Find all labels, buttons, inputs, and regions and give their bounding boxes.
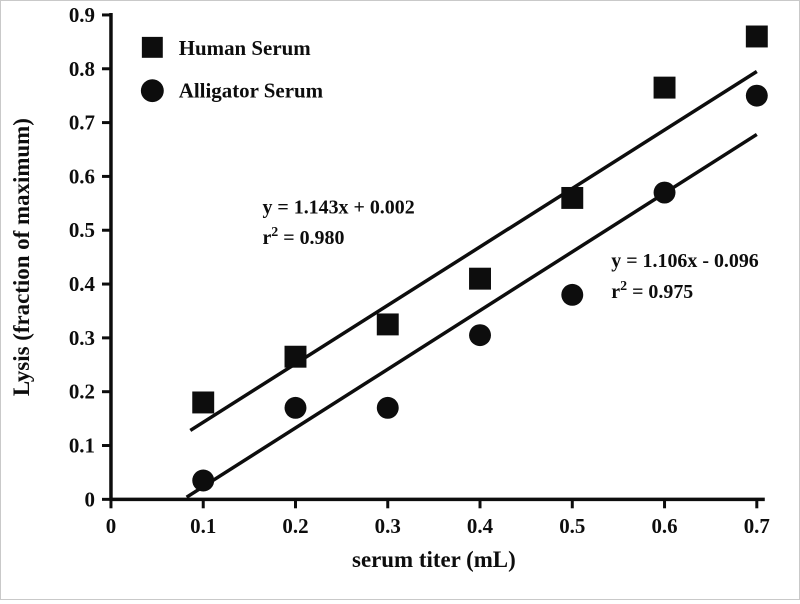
x-tick-label: 0.6 [651,514,677,538]
y-tick-label: 0.9 [69,3,95,27]
legend-alligator-label: Alligator Serum [179,79,324,103]
legend-human-marker [141,36,163,58]
regression-line-human [189,69,758,432]
y-tick-label: 0.7 [69,111,95,135]
x-tick-label: 0.5 [559,514,585,538]
data-point-alligator-circle [561,283,584,306]
annotation-alligator-equation: y = 1.106x - 0.096 [611,250,759,272]
y-tick-label: 0.8 [69,57,95,81]
data-point-alligator-circle [469,324,491,347]
data-point-alligator-circle [376,396,399,419]
y-tick-label: 0.4 [69,272,96,296]
data-point-human-square [561,186,584,209]
data-point-alligator-circle [284,396,307,419]
y-axis-title: Lysis (fraction of maximum) [9,118,34,396]
data-point-alligator-circle [192,469,215,492]
x-tick-label: 0.1 [190,514,216,538]
data-point-human-square [376,313,399,336]
data-point-alligator-circle [653,181,676,204]
y-tick-label: 0.3 [69,326,95,350]
x-tick-label: 0.4 [467,514,494,538]
annotation-human-r2: r2 = 0.980 [262,225,344,249]
x-tick-label: 0 [106,514,116,538]
legend-human-label: Human Serum [179,36,312,60]
annotation-alligator-r2: r2 = 0.975 [611,279,693,303]
y-tick-label: 0.1 [69,433,95,457]
data-point-human-square [653,76,676,99]
y-tick-label: 0.2 [69,380,95,404]
x-axis-title: serum titer (mL) [352,547,516,572]
legend-alligator-marker [140,79,164,103]
data-point-human-square [192,391,215,414]
data-point-alligator-circle [745,84,768,107]
y-tick-label: 0.6 [69,164,95,188]
annotation-human-equation: y = 1.143x + 0.002 [262,196,414,218]
x-tick-label: 0.3 [375,514,401,538]
x-tick-label: 0.2 [282,514,308,538]
data-point-human-square [745,25,768,48]
data-point-human-square [284,345,307,368]
data-point-human-square [469,267,491,290]
x-tick-label: 0.7 [744,514,770,538]
y-tick-label: 0.5 [69,218,95,242]
y-tick-label: 0 [85,487,95,511]
